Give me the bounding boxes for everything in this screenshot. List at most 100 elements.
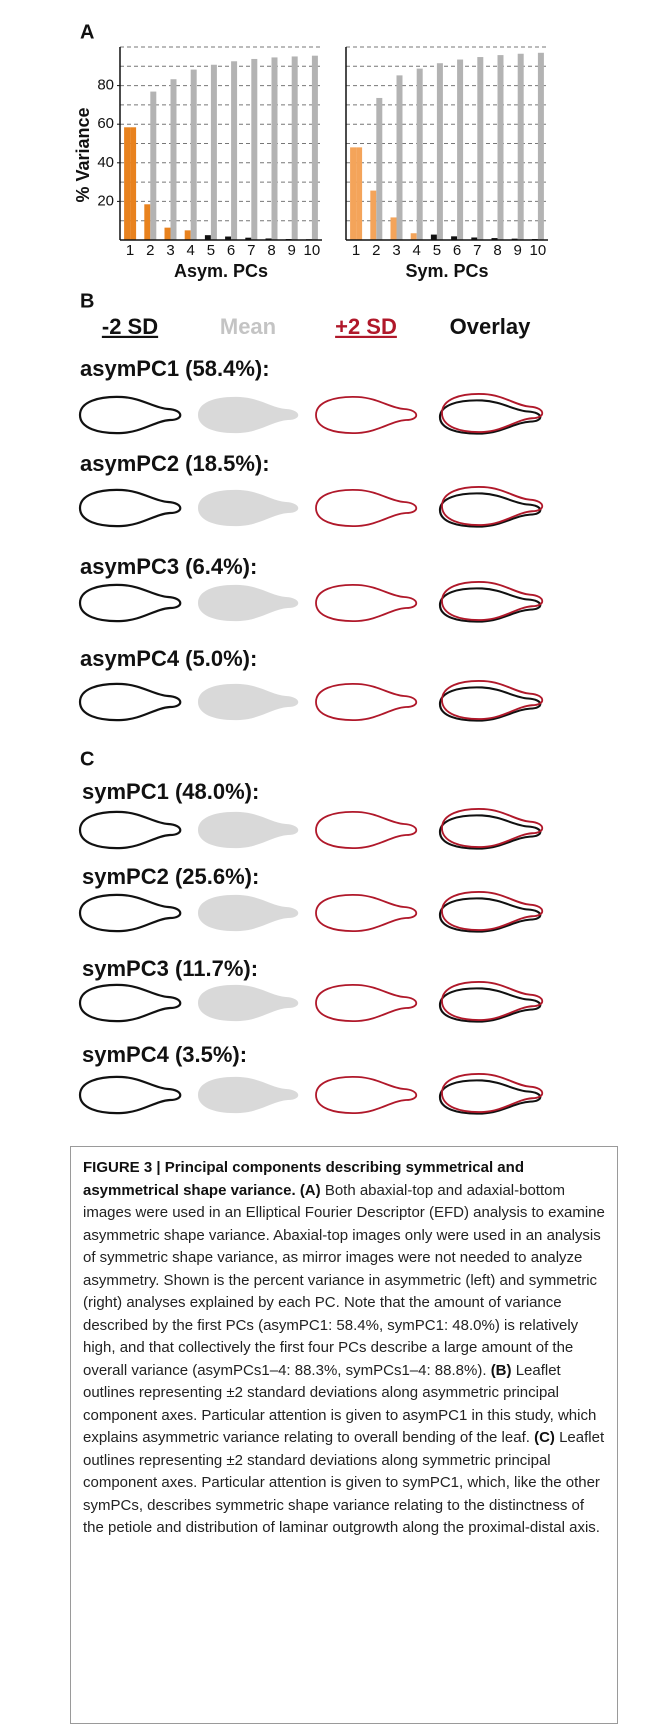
- row-title: symPC2 (25.6%):: [82, 864, 259, 889]
- bar: [457, 59, 464, 240]
- bar: [204, 235, 211, 240]
- x-tick-label: 8: [493, 242, 501, 259]
- y-axis-title: % Variance: [73, 107, 93, 202]
- x-tick-label: 4: [413, 242, 421, 259]
- leaf-mean: [198, 984, 299, 1022]
- bar: [471, 237, 478, 240]
- bar: [517, 53, 524, 240]
- caption-label: (C): [534, 1429, 555, 1446]
- leaf-overlay-plus: [441, 680, 544, 720]
- bar: [251, 58, 258, 240]
- bar: [271, 57, 278, 241]
- bar: [245, 237, 252, 240]
- bar: [416, 68, 423, 240]
- caption: FIGURE 3 | Principal components describi…: [70, 1146, 618, 1724]
- leaf-mean: [198, 1076, 299, 1114]
- leaf-minus: [78, 395, 182, 435]
- bar: [396, 75, 403, 240]
- leaf-mean: [198, 489, 299, 527]
- bar: [170, 79, 177, 240]
- panel-label: C: [80, 748, 94, 770]
- leaf-plus: [315, 488, 418, 528]
- leaf-overlay-plus: [441, 393, 544, 433]
- x-tick-label: 2: [372, 242, 380, 259]
- x-tick-label: 8: [267, 242, 275, 259]
- bar: [311, 55, 318, 241]
- bar: [225, 236, 232, 240]
- row-title: symPC3 (11.7%):: [82, 956, 258, 981]
- bar: [350, 147, 357, 240]
- row-title: asymPC3 (6.4%):: [80, 554, 257, 579]
- x-tick-label: 5: [433, 242, 441, 259]
- bar: [436, 63, 443, 240]
- row-title: asymPC1 (58.4%):: [80, 356, 270, 381]
- x-tick-label: 9: [514, 242, 522, 259]
- x-tick-label: 10: [304, 242, 321, 259]
- panel-label: A: [80, 21, 94, 43]
- bar: [477, 57, 484, 241]
- bar: [164, 227, 171, 240]
- leaf-plus: [315, 983, 418, 1023]
- leaf-mean: [198, 894, 299, 932]
- column-header: Mean: [220, 314, 276, 339]
- row-title: symPC4 (3.5%):: [82, 1042, 247, 1067]
- leaf-plus: [315, 810, 418, 850]
- bar: [537, 52, 544, 240]
- bar: [210, 64, 217, 240]
- x-tick-label: 9: [288, 242, 296, 259]
- leaf-plus: [315, 395, 418, 435]
- y-tick-label: 40: [97, 154, 114, 171]
- bar: [410, 233, 417, 240]
- leaf-overlay-plus: [441, 981, 544, 1021]
- bar: [124, 127, 131, 240]
- bar: [265, 238, 272, 240]
- y-tick-label: 20: [97, 192, 114, 209]
- x-tick-label: 7: [473, 242, 481, 259]
- leaf-plus: [315, 682, 418, 722]
- row-title: symPC1 (48.0%):: [82, 779, 259, 804]
- panel-label: B: [80, 290, 94, 312]
- leaf-overlay-plus: [441, 891, 544, 931]
- caption-text: Both abaxial-top and adaxial-bottom imag…: [83, 1181, 605, 1379]
- caption-text: Leaflet outlines representing ±2 standar…: [83, 1361, 597, 1447]
- caption-text: Leaflet outlines representing ±2 standar…: [83, 1429, 605, 1536]
- bar: [150, 91, 157, 240]
- bar: [390, 217, 397, 240]
- leaf-minus: [78, 893, 182, 933]
- leaf-plus: [315, 583, 418, 623]
- leaf-plus: [315, 1075, 418, 1115]
- bar: [130, 127, 137, 240]
- leaf-minus: [78, 583, 182, 623]
- leaf-mean: [198, 396, 299, 434]
- bar: [356, 147, 363, 240]
- leaf-minus: [78, 1075, 182, 1115]
- caption-title: FIGURE 3 | Principal components describi…: [83, 1159, 524, 1199]
- y-tick-label: 80: [97, 77, 114, 94]
- caption-label: (A): [299, 1181, 321, 1199]
- bar: [430, 234, 437, 240]
- bar: [231, 61, 238, 241]
- leaf-minus: [78, 488, 182, 528]
- x-tick-label: 3: [166, 242, 174, 259]
- x-tick-label: 5: [207, 242, 215, 259]
- x-tick-label: 3: [392, 242, 400, 259]
- leaf-overlay-plus: [441, 486, 544, 526]
- bar: [144, 204, 151, 240]
- column-header: -2 SD: [102, 314, 158, 339]
- leaf-mean: [198, 683, 299, 721]
- leaf-overlay-plus: [441, 1073, 544, 1113]
- leaf-minus: [78, 682, 182, 722]
- x-tick-label: 10: [530, 242, 547, 259]
- x-tick-label: 4: [187, 242, 195, 259]
- leaf-minus: [78, 810, 182, 850]
- x-tick-label: 7: [247, 242, 255, 259]
- y-tick-label: 60: [97, 115, 114, 132]
- x-tick-label: 6: [227, 242, 235, 259]
- leaf-minus: [78, 983, 182, 1023]
- column-header: Overlay: [450, 314, 531, 339]
- x-axis-title: Sym. PCs: [405, 261, 488, 281]
- bar: [370, 190, 377, 240]
- caption-label: (B): [490, 1361, 512, 1379]
